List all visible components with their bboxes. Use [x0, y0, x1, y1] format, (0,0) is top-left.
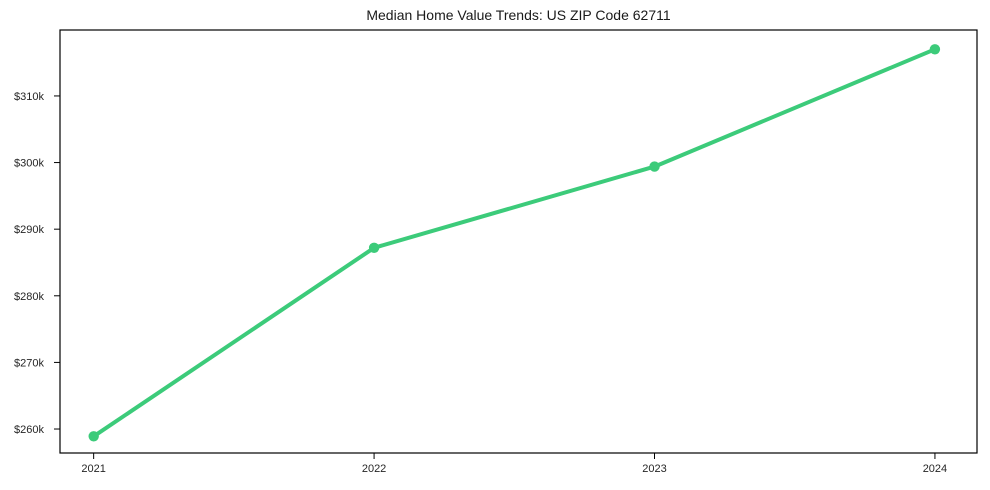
data-point-marker	[929, 44, 941, 55]
y-tick-label: $270k	[14, 357, 44, 369]
data-line	[91, 47, 937, 439]
x-tick-label: 2024	[923, 463, 947, 475]
x-tick-label: 2023	[642, 463, 666, 475]
x-tick-label: 2021	[81, 463, 105, 475]
y-tick-label: $310k	[14, 91, 44, 103]
data-point-marker	[649, 161, 660, 172]
data-point-marker	[88, 431, 99, 442]
y-tick-label: $260k	[14, 424, 44, 436]
data-point-marker	[368, 242, 380, 253]
y-tick-label: $290k	[14, 224, 44, 236]
plot-border	[59, 29, 978, 454]
chart-title: Median Home Value Trends: US ZIP Code 62…	[366, 7, 671, 23]
y-tick-label: $300k	[14, 158, 44, 170]
x-tick-label: 2022	[362, 463, 386, 475]
y-tick-label: $280k	[14, 291, 44, 303]
